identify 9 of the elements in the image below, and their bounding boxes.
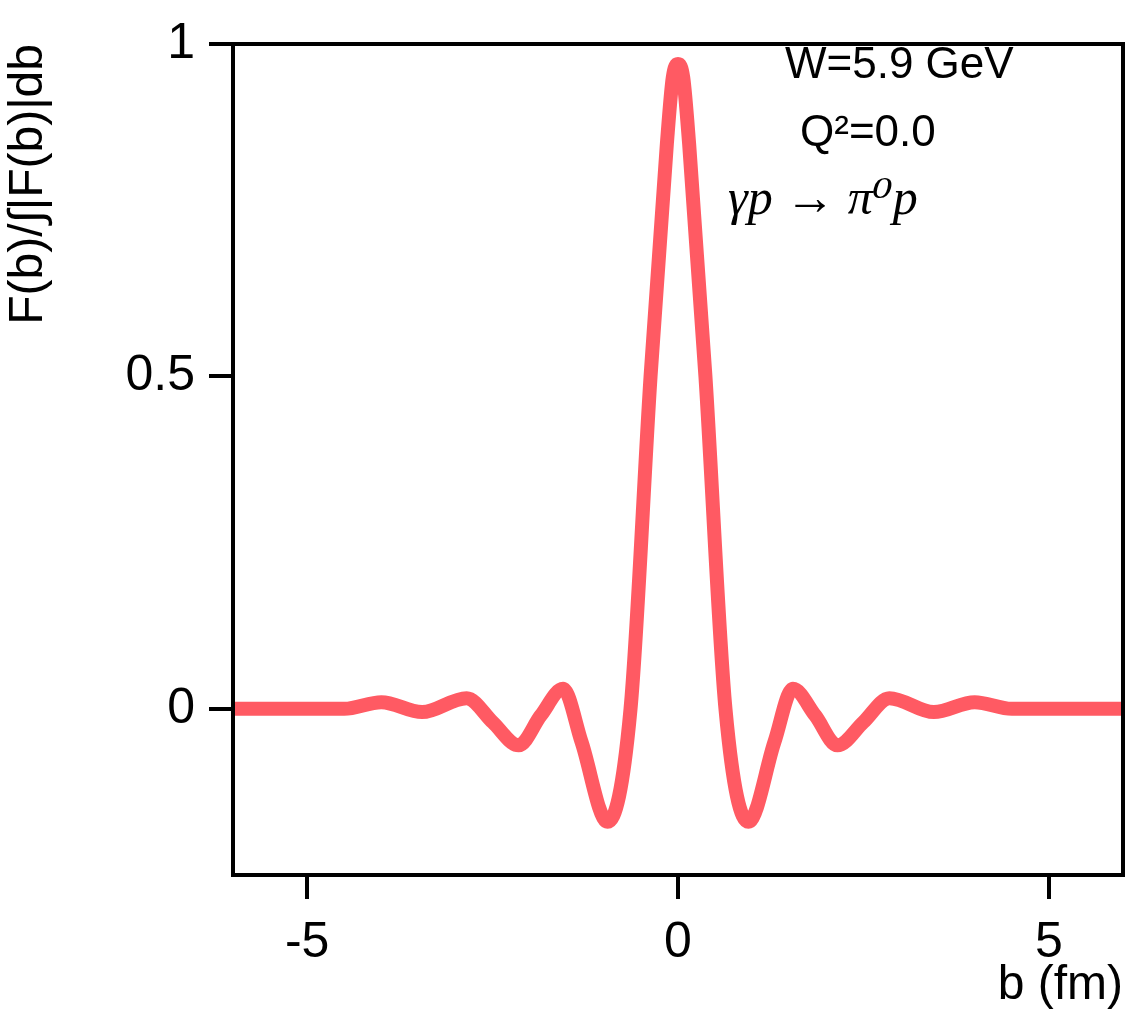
y-tick-label: 0 [167, 677, 195, 734]
annotation: Q²=0.0 [800, 106, 936, 155]
y-axis-title: F(b)/∫|F(b)|db [0, 44, 54, 325]
x-tick-label: -5 [284, 911, 330, 968]
y-tick-label: 0.5 [125, 345, 195, 402]
annotation: γp → π⁰p [728, 169, 918, 225]
annotation: W=5.9 GeV [785, 38, 1015, 87]
x-tick-label: 0 [664, 911, 692, 968]
y-tick-label: 1 [167, 12, 195, 69]
